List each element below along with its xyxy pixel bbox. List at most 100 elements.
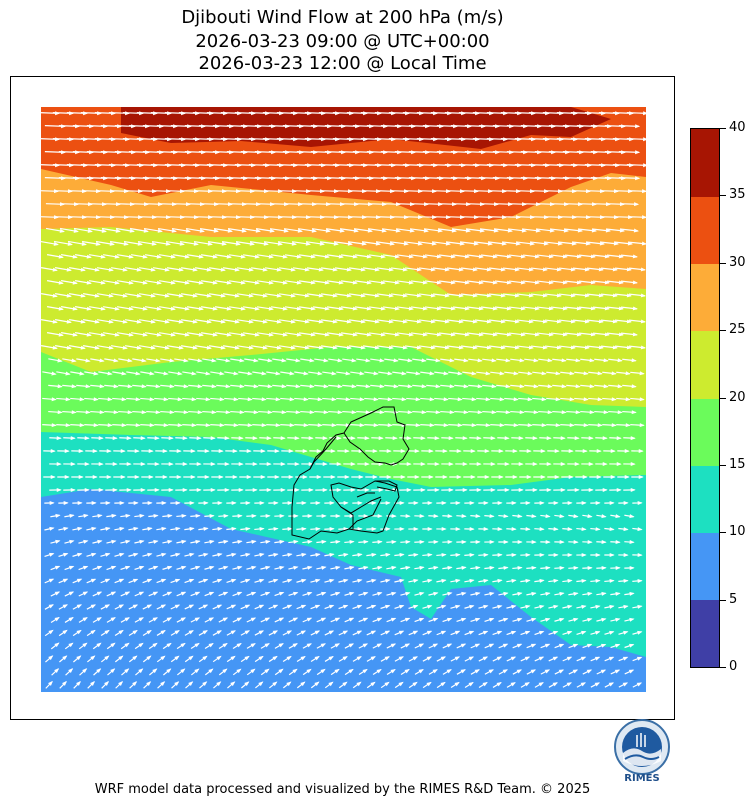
wind-vector (386, 617, 397, 623)
wind-vector (400, 669, 410, 675)
wind-vector (218, 668, 228, 676)
wind-vector (564, 332, 582, 337)
wind-vector (246, 513, 257, 518)
wind-vector (520, 630, 531, 636)
wind-vector (576, 500, 587, 505)
wind-vector (498, 669, 508, 675)
wind-vector (389, 241, 410, 246)
wind-vector (474, 319, 492, 324)
map-frame: RIMES (10, 76, 675, 784)
wind-vector (116, 306, 134, 311)
wind-vector (300, 358, 315, 363)
wind-vector (130, 254, 148, 259)
wind-vector (622, 410, 637, 415)
wind-vector (314, 410, 329, 415)
wind-vector (40, 319, 58, 324)
wind-vector (198, 655, 208, 663)
wind-vector (400, 539, 411, 544)
wind-vector (413, 462, 426, 467)
wind-vector (64, 539, 75, 544)
wind-vector (204, 539, 215, 544)
wind-vector (586, 293, 604, 298)
wind-vector (54, 319, 72, 324)
wind-vector (77, 436, 90, 441)
wind-vector (533, 474, 546, 479)
wind-vector (272, 384, 287, 389)
wind-vector (110, 267, 128, 272)
wind-vector (186, 280, 204, 285)
wind-vector (580, 410, 595, 415)
wind-vector (302, 643, 312, 649)
wind-vector (400, 617, 411, 623)
wind-vector (226, 500, 237, 505)
wind-vector (512, 669, 523, 675)
djibouti-outline (343, 406, 410, 466)
wind-vector (478, 500, 489, 505)
wind-vector (249, 241, 269, 246)
wind-vector (362, 319, 380, 324)
wind-vector (228, 254, 246, 259)
wind-vector (463, 449, 476, 454)
wind-vector (232, 668, 242, 676)
wind-vector (394, 656, 404, 662)
wind-vector (392, 397, 407, 402)
wind-vector (260, 617, 271, 623)
wind-vector (450, 500, 461, 505)
wind-vector (450, 656, 461, 662)
wind-vector (600, 293, 618, 298)
wind-vector (256, 280, 274, 285)
wind-vector (564, 254, 582, 259)
wind-vector (538, 358, 553, 363)
wind-vector (274, 513, 285, 518)
wind-vector (310, 526, 321, 531)
wind-vector (301, 436, 314, 441)
wind-vector (488, 267, 506, 272)
wind-vector (120, 591, 131, 597)
colorbar-segment (691, 196, 719, 264)
rimes-logo: RIMES (611, 717, 673, 784)
wind-vector (54, 345, 72, 350)
wind-vector (300, 384, 315, 389)
wind-vector (620, 332, 638, 337)
wind-vector (526, 591, 537, 596)
wind-vector (133, 436, 146, 441)
wind-vector (398, 358, 413, 363)
wind-vector (124, 267, 142, 272)
wind-vector (358, 514, 369, 519)
wind-vector (626, 137, 649, 142)
colorbar-tick (720, 532, 726, 534)
wind-vector (228, 306, 246, 311)
wind-vector (180, 345, 198, 350)
wind-vector (520, 527, 531, 532)
wind-vector (464, 630, 475, 636)
wind-vectors (38, 111, 649, 689)
wind-vector (51, 668, 60, 676)
wind-vector (618, 150, 641, 155)
wind-vector (506, 630, 517, 636)
wind-vector (404, 267, 422, 272)
wind-vector (466, 332, 484, 337)
wind-vector (357, 487, 370, 492)
wind-vector (357, 436, 370, 441)
wind-vector (590, 682, 601, 688)
wind-vector (87, 227, 107, 233)
wind-vector (90, 358, 105, 363)
wind-vector (309, 449, 322, 454)
wind-vector (396, 332, 414, 337)
wind-vector (114, 552, 125, 557)
wind-vector (278, 319, 296, 324)
colorbar-tick-label: 25 (729, 322, 746, 338)
wind-vector (343, 436, 356, 441)
wind-vector (160, 410, 175, 415)
wind-vector (236, 293, 254, 298)
wind-vector (474, 293, 492, 298)
wind-vector (256, 306, 274, 311)
wind-vector (142, 604, 153, 610)
wind-vector (144, 280, 162, 285)
colorbar-tick-label: 5 (729, 591, 738, 607)
wind-vector (441, 487, 454, 492)
wind-vector (368, 254, 386, 259)
wind-vector (494, 254, 512, 259)
wind-vector (494, 280, 512, 285)
wind-vector (170, 500, 181, 505)
